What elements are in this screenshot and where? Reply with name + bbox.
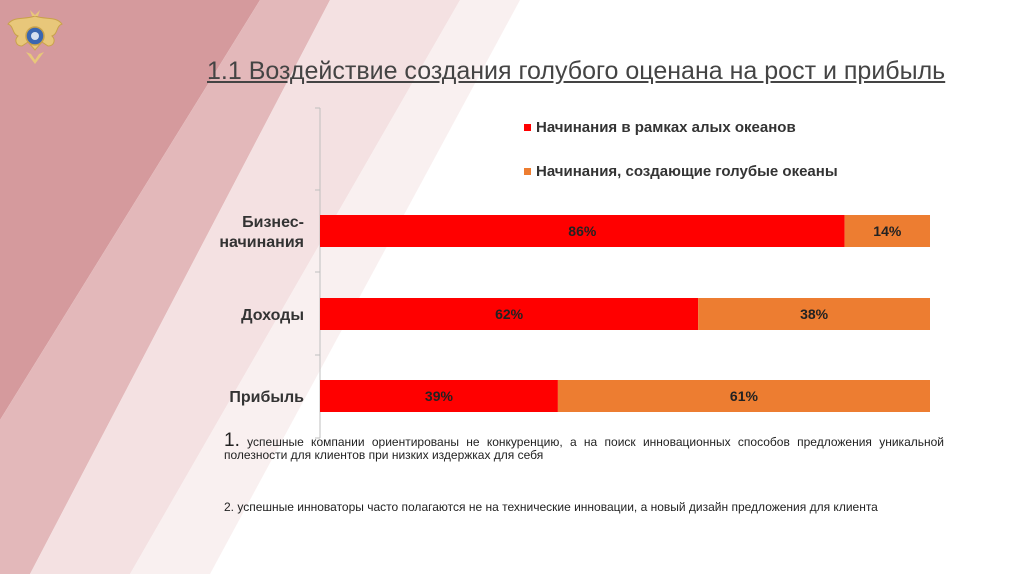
- data-label: 14%: [873, 223, 902, 239]
- background-stripe-mid: [0, 0, 330, 574]
- bar-segment: [320, 380, 558, 412]
- data-label: 62%: [495, 306, 524, 322]
- category-labels: Бизнес-начинания Доходы Прибыль: [219, 214, 304, 406]
- bar-segment: [844, 215, 930, 247]
- category-label: Бизнес-начинания: [219, 214, 304, 251]
- slide-title: 1.1 Воздействие создания голубого оценан…: [207, 57, 946, 85]
- bar-segment: [698, 298, 930, 330]
- legend-label: Начинания в рамках алых океанов: [536, 119, 796, 136]
- data-label: 86%: [568, 223, 597, 239]
- note-1-number: 1.: [224, 430, 240, 451]
- note-2-text: успешные инноваторы часто полагаются не …: [237, 500, 878, 514]
- chart-legend: Начинания в рамках алых океанов Начинания…: [524, 119, 838, 180]
- category-label: Прибыль: [229, 389, 304, 406]
- legend-swatch: [524, 168, 531, 175]
- note-2: 2. успешные инноваторы часто полагаются …: [224, 501, 944, 514]
- category-axis: [315, 107, 321, 439]
- legend-label: Начинания, создающие голубые океаны: [536, 163, 838, 180]
- bar-segment: [320, 298, 699, 330]
- background-stripe-faint: [130, 0, 520, 574]
- note-1-text: успешные компании ориентированы не конку…: [224, 435, 945, 462]
- legend-swatch: [524, 124, 531, 131]
- data-label: 61%: [730, 388, 759, 404]
- bar-segment: [320, 215, 845, 247]
- background-stripe-light: [30, 0, 460, 574]
- bar-segment: [557, 380, 930, 412]
- bar-series: 86% 14% 62% 38% 39% 61%: [320, 215, 930, 412]
- data-label: 39%: [425, 388, 454, 404]
- eagle-emblem-icon: [7, 10, 63, 64]
- note-2-number: 2.: [224, 500, 235, 514]
- note-1: 1. успешные компании ориентированы не ко…: [224, 431, 945, 462]
- category-label: Доходы: [241, 307, 304, 324]
- data-label: 38%: [800, 306, 829, 322]
